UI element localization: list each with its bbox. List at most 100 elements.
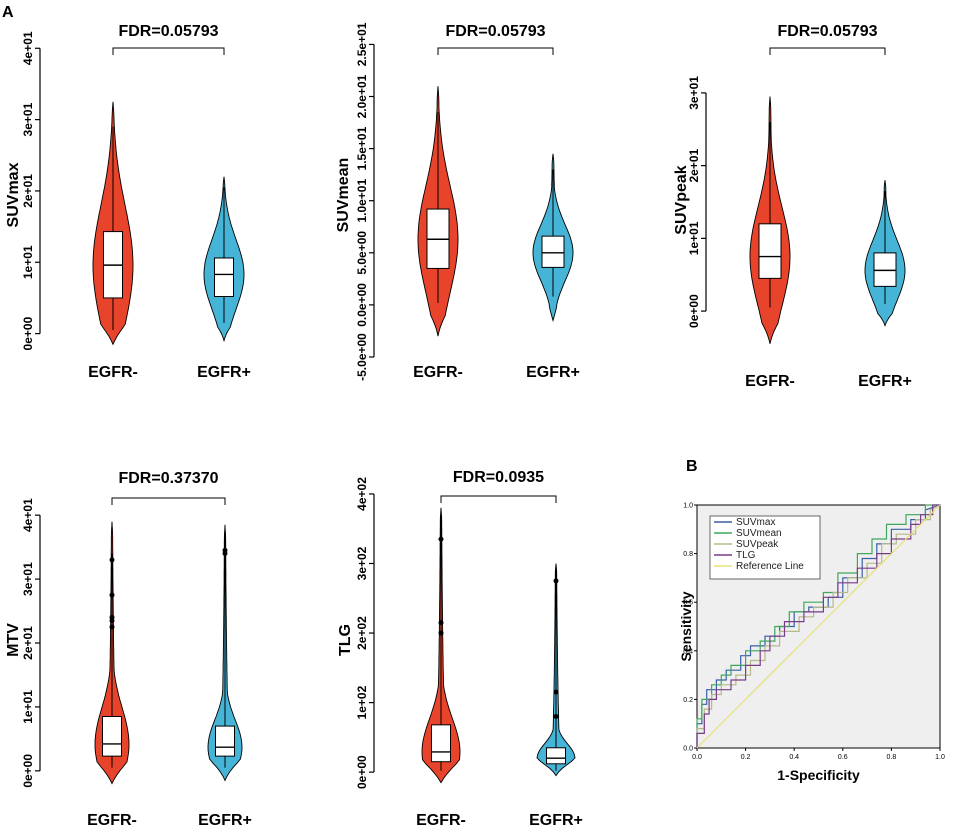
x-category-label: EGFR- <box>416 812 466 829</box>
y-tick-label: 4e+01 <box>21 31 35 65</box>
legend-box <box>709 515 821 580</box>
legend-entry: SUVpeak <box>736 539 779 550</box>
x-tick-label: 0.2 <box>741 754 751 761</box>
x-tick-label: 0.0 <box>692 754 702 761</box>
y-tick-label: 0.2 <box>683 697 693 704</box>
roc-curve-reference-line <box>696 504 941 749</box>
y-tick-label: 5.0e+00 <box>355 231 369 275</box>
outlier-point <box>109 624 115 630</box>
y-tick-label: 0.8 <box>683 551 693 558</box>
y-tick-label: 1e+01 <box>21 245 35 279</box>
x-tick-label: 0.4 <box>789 754 799 761</box>
box-iqr <box>541 235 565 268</box>
roc-chart: 0.00.0 0.2 0.2 0.4 0.4 0.6 0.6 0.8 0.8 1.0 1.0 1-Sp… <box>678 503 945 784</box>
outlier-point <box>553 714 559 719</box>
box-iqr <box>546 747 566 765</box>
y-axis-label: TLG <box>337 624 354 656</box>
box-iqr <box>102 716 122 757</box>
outlier-point <box>553 689 559 695</box>
significance-bracket <box>769 47 886 55</box>
y-tick-label: 0e+00 <box>21 754 35 788</box>
y-tick-label: 2e+01 <box>21 626 35 660</box>
y-axis-label: SUVmean <box>335 158 352 233</box>
y-tick-label: 2.5e+01 <box>355 22 369 66</box>
y-tick-label: 4e+02 <box>355 477 369 511</box>
y-tick-label: 1.0 <box>683 503 693 510</box>
y-tick-label: 0.0 <box>683 746 693 753</box>
y-axis-label: Sensitivity <box>678 591 694 661</box>
outlier-point <box>438 536 444 542</box>
violin-chart-suvpeak: 0e+00 1e+01 2e+01 3e+01 SUVpeak FDR=0.05793 EG… <box>673 23 912 390</box>
legend-entry: SUVmean <box>736 528 782 539</box>
outlier-point <box>553 578 559 584</box>
y-axis-label: MTV <box>5 623 22 657</box>
y-tick-label: 3e+01 <box>687 76 701 110</box>
x-category-label: EGFR- <box>413 364 463 381</box>
violin-chart-suvmax: 0e+00 1e+01 2e+01 3e+01 4e+01 SUVmax FDR=0.057… <box>5 23 251 381</box>
outlier-point <box>438 620 444 626</box>
significance-bracket <box>112 47 225 55</box>
x-axis-label: 1-Specificity <box>777 767 860 783</box>
y-tick-label: -5.0e+00 <box>355 333 369 381</box>
violin-chart-tlg: 0e+00 1e+02 2e+02 3e+02 4e+02 TLG FDR=0.0935 EG… <box>337 469 583 829</box>
x-category-label: EGFR+ <box>197 364 251 381</box>
y-axis-label: SUVmax <box>5 162 22 227</box>
box-iqr <box>758 223 782 279</box>
y-tick-label: 0e+00 <box>355 755 369 789</box>
y-tick-label: 4e+01 <box>21 498 35 532</box>
y-tick-label: 2e+02 <box>355 616 369 650</box>
significance-bracket <box>437 47 554 55</box>
violin-chart-suvmean: -5.0e+00 0.0e+00 5.0e+00 1.0e+01 1.5e+01 2.0e… <box>335 22 580 381</box>
x-category-label: EGFR+ <box>526 364 580 381</box>
x-category-label: EGFR- <box>87 812 137 829</box>
x-tick-label: 1.0 <box>935 754 945 761</box>
fdr-label: FDR=0.05793 <box>445 23 545 40</box>
fdr-label: FDR=0.37370 <box>118 470 218 487</box>
y-tick-label: 1.0e+01 <box>355 179 369 223</box>
x-category-label: EGFR- <box>745 373 795 390</box>
y-tick-label: 0e+00 <box>687 294 701 328</box>
y-tick-label: 0.0e+00 <box>355 283 369 327</box>
y-tick-label: 2e+01 <box>21 174 35 208</box>
x-tick-label: 0.6 <box>838 754 848 761</box>
box-iqr <box>214 257 234 298</box>
y-tick-label: 1e+02 <box>355 685 369 719</box>
box-iqr <box>873 252 897 287</box>
legend-entry: TLG <box>736 550 756 561</box>
roc-curve-tlg <box>696 504 940 748</box>
legend-entry: Reference Line <box>736 561 804 572</box>
y-axis-label: SUVpeak <box>673 165 690 234</box>
y-tick-label: 0.4 <box>683 648 693 655</box>
y-tick-label: 1e+01 <box>687 221 701 255</box>
x-category-label: EGFR+ <box>858 373 912 390</box>
fdr-label: FDR=0.0935 <box>453 469 544 486</box>
x-category-label: EGFR+ <box>198 812 252 829</box>
y-tick-label: 3e+02 <box>355 546 369 580</box>
roc-curve-suvmean <box>696 504 940 748</box>
outlier-point <box>109 614 115 620</box>
panel-label-b: B <box>686 458 698 475</box>
y-tick-label: 1e+01 <box>21 690 35 724</box>
significance-bracket <box>111 497 226 505</box>
panel-label-a: A <box>2 4 14 21</box>
x-tick-label: 0.8 <box>887 754 897 761</box>
y-tick-label: 0.6 <box>683 600 693 607</box>
y-tick-label: 3e+01 <box>21 102 35 136</box>
y-tick-label: 2.0e+01 <box>355 74 369 118</box>
x-category-label: EGFR+ <box>529 812 583 829</box>
y-tick-label: 0e+00 <box>21 316 35 350</box>
y-tick-label: 2e+01 <box>687 148 701 182</box>
violin-chart-mtv: 0e+00 1e+01 2e+01 3e+01 4e+01 MTV FDR=0.37370 E… <box>5 470 252 829</box>
legend-entry: SUVmax <box>736 517 775 528</box>
y-tick-label: 1.5e+01 <box>355 126 369 170</box>
box-iqr <box>215 725 235 757</box>
y-tick-label: 3e+01 <box>21 562 35 596</box>
fdr-label: FDR=0.05793 <box>118 23 218 40</box>
significance-bracket <box>440 495 557 503</box>
roc-curve-suvpeak <box>696 504 941 748</box>
fdr-label: FDR=0.05793 <box>777 23 877 40</box>
outlier-point <box>109 557 115 563</box>
outlier-point <box>222 547 228 553</box>
outlier-point <box>109 592 115 598</box>
